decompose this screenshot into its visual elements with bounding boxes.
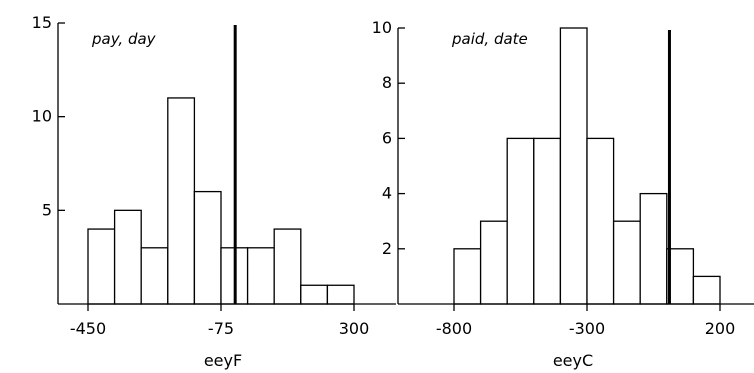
panel-annotation: pay, day — [91, 30, 157, 48]
histogram-bar — [167, 97, 196, 305]
histogram-bar — [453, 248, 482, 305]
histogram-bar — [586, 137, 615, 305]
x-tick-label: 300 — [339, 319, 370, 338]
y-tick-label: 4 — [382, 184, 392, 203]
histogram-bar — [273, 228, 302, 305]
histogram-bar — [506, 137, 535, 305]
y-tick-label: 10 — [372, 18, 392, 37]
right-histogram-panel: 2 4 6 8 10 -800 -300 200 paid, date eeyC — [372, 18, 754, 370]
histogram-bar — [533, 137, 562, 305]
histogram-bar — [692, 275, 721, 305]
histogram-bar — [326, 284, 355, 305]
panel-annotation: paid, date — [451, 30, 528, 48]
histogram-bar — [300, 284, 329, 305]
histogram-bar — [140, 247, 169, 305]
histogram-bar — [246, 247, 275, 305]
histogram-bar — [193, 190, 222, 305]
histogram-bar — [639, 192, 668, 305]
x-tick-label: 200 — [705, 319, 736, 338]
y-tick-label: 10 — [32, 107, 52, 126]
x-tick-label: -800 — [436, 319, 472, 338]
y-tick-label: 6 — [382, 128, 392, 147]
histogram-bar — [87, 228, 116, 305]
x-tick-label: -75 — [208, 319, 234, 338]
histogram-bar — [113, 209, 142, 305]
left-histogram-panel: 5 10 15 -450 -75 300 pay, day eeyF — [32, 13, 396, 370]
y-tick-label: 2 — [382, 239, 392, 258]
x-axis-title: eeyF — [204, 351, 242, 370]
histogram-bar — [479, 220, 508, 305]
histogram-bar — [612, 220, 641, 305]
y-tick-label: 15 — [32, 13, 52, 32]
x-tick-label: -450 — [70, 319, 106, 338]
y-tick-label: 8 — [382, 73, 392, 92]
x-axis-title: eeyC — [553, 351, 593, 370]
y-tick-label: 5 — [42, 200, 52, 219]
histogram-bar — [559, 27, 588, 305]
x-tick-label: -300 — [569, 319, 605, 338]
